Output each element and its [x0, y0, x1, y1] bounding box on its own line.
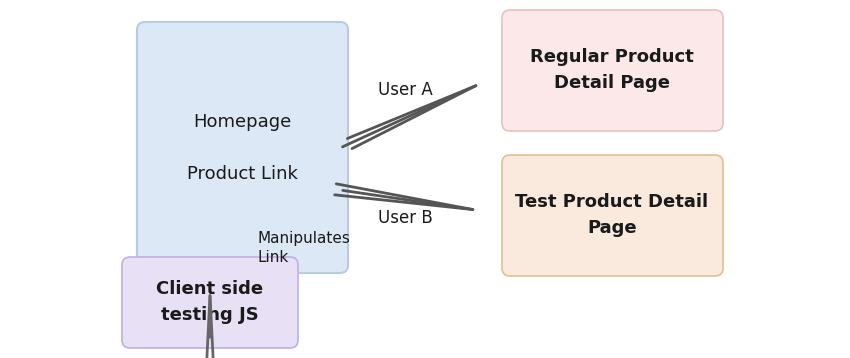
Text: Client side
testing JS: Client side testing JS [156, 280, 264, 324]
Text: Regular Product
Detail Page: Regular Product Detail Page [530, 48, 694, 92]
Text: Manipulates
Link: Manipulates Link [258, 231, 351, 265]
Text: Homepage

Product Link: Homepage Product Link [186, 113, 298, 183]
Text: Test Product Detail
Page: Test Product Detail Page [515, 193, 709, 237]
Text: User B: User B [377, 209, 433, 227]
Text: User A: User A [377, 81, 433, 99]
FancyBboxPatch shape [137, 22, 348, 273]
FancyBboxPatch shape [502, 155, 723, 276]
FancyBboxPatch shape [122, 257, 298, 348]
FancyBboxPatch shape [502, 10, 723, 131]
